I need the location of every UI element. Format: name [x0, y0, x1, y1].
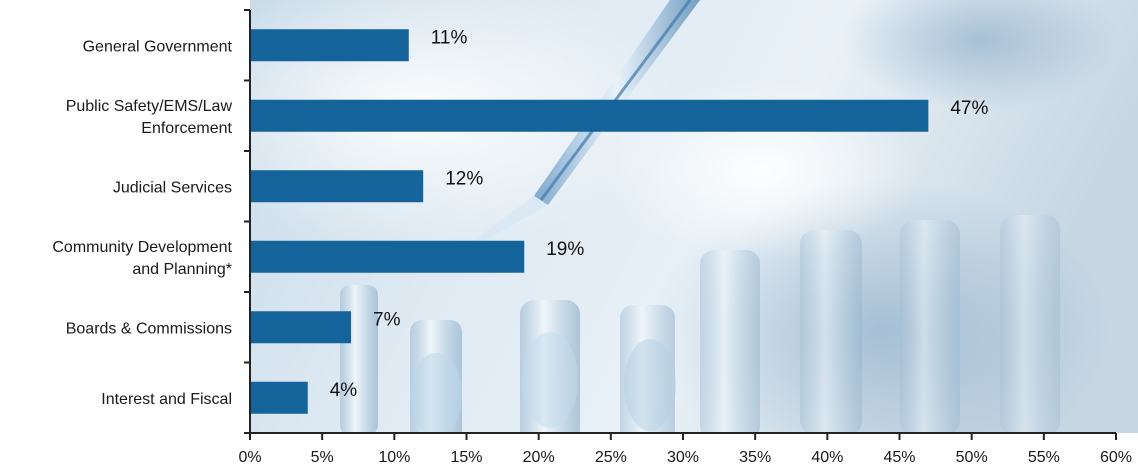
- category-label: Interest and Fiscal: [101, 391, 232, 408]
- category-label-line: Public Safety/EMS/Law: [66, 98, 233, 115]
- value-label: 11%: [431, 27, 468, 48]
- bar: [251, 381, 308, 414]
- x-tick-label: 55%: [1028, 449, 1060, 466]
- x-tick-label: 45%: [883, 449, 915, 466]
- x-tick-label: 40%: [811, 449, 843, 466]
- category-label-line: and Planning*: [132, 261, 232, 278]
- x-tick-label: 0%: [238, 449, 261, 466]
- category-label: Judicial Services: [113, 179, 232, 196]
- bar: [251, 29, 409, 62]
- bars-group: [251, 29, 929, 414]
- x-tick-label: 60%: [1100, 449, 1132, 466]
- category-label: Boards & Commissions: [66, 320, 232, 337]
- x-tick-label: 15%: [450, 449, 482, 466]
- value-label: 19%: [546, 239, 584, 260]
- x-tick-label: 25%: [595, 449, 627, 466]
- category-label-line: Interest and Fiscal: [101, 391, 232, 408]
- category-label-line: Judicial Services: [113, 179, 232, 196]
- value-label: 7%: [373, 309, 401, 330]
- x-tick-label: 5%: [311, 449, 334, 466]
- x-tick-label: 35%: [739, 449, 771, 466]
- x-tick-label: 50%: [956, 449, 988, 466]
- x-tick-label: 10%: [378, 449, 410, 466]
- value-label: 12%: [445, 168, 483, 189]
- bar: [251, 240, 525, 273]
- x-tick-label: 20%: [523, 449, 555, 466]
- value-label: 47%: [950, 98, 988, 119]
- bar: [251, 170, 424, 203]
- category-label: Public Safety/EMS/Law Enforcement: [66, 98, 233, 137]
- category-label-line: Enforcement: [141, 120, 232, 137]
- bar: [251, 311, 352, 344]
- category-label-line: Boards & Commissions: [66, 320, 232, 337]
- category-label: General Government: [83, 38, 233, 55]
- x-tick-label: 30%: [667, 449, 699, 466]
- category-label-line: Community Development: [52, 239, 232, 256]
- bar: [251, 99, 929, 132]
- lab-background-image: [250, 0, 1138, 433]
- category-label-line: General Government: [83, 38, 233, 55]
- x-axis-ticks: 0% 5% 10% 15% 20% 25% 30% 35% 40% 45% 50% 55% 60%: [238, 433, 1132, 466]
- value-labels: 11% 47% 12% 19% 7% 4%: [330, 27, 989, 401]
- category-label: Community Development and Planning*: [52, 239, 232, 278]
- category-labels: General Government Public Safety/EMS/Law E…: [52, 38, 232, 408]
- value-label: 4%: [330, 380, 358, 401]
